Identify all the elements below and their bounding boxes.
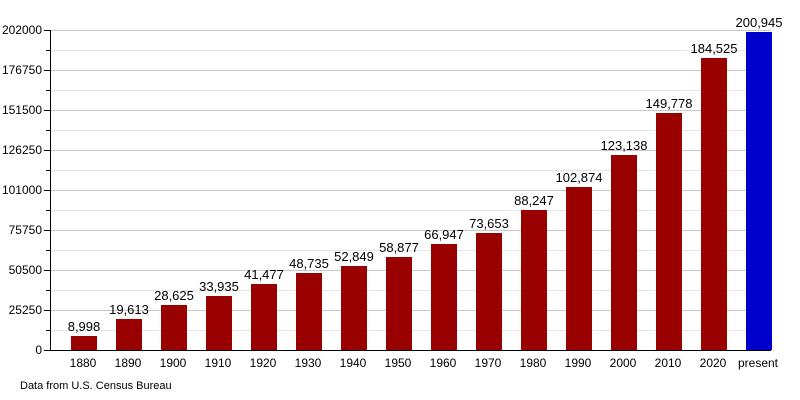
bar-value-label: 52,849	[334, 249, 374, 265]
y-tick-label: 0	[35, 343, 42, 357]
x-tick-label: 1930	[294, 356, 322, 370]
x-tick-label: 1970	[474, 356, 502, 370]
x-tick-label: 2010	[654, 356, 682, 370]
y-minor-tick	[46, 130, 50, 131]
y-major-tick	[44, 310, 50, 311]
y-major-tick	[44, 350, 50, 351]
bar-1940	[341, 266, 367, 350]
y-minor-tick	[46, 250, 50, 251]
y-tick-label: 202000	[1, 23, 42, 37]
major-gridline	[51, 110, 771, 111]
y-major-tick	[44, 110, 50, 111]
y-minor-tick	[46, 50, 50, 51]
bar-value-label: 41,477	[244, 267, 284, 283]
y-tick-label: 25250	[8, 303, 42, 317]
bar-2010	[656, 112, 682, 350]
x-tick-label: 1980	[519, 356, 547, 370]
bar-value-label: 8,998	[67, 318, 101, 334]
bar-1880	[71, 335, 97, 350]
bar-value-label: 48,735	[289, 255, 329, 271]
y-minor-tick	[46, 90, 50, 91]
minor-gridline	[51, 210, 771, 211]
minor-gridline	[51, 90, 771, 91]
minor-gridline	[51, 170, 771, 171]
bar-1930	[296, 272, 322, 350]
bar-1910	[206, 296, 232, 350]
bar-present	[746, 31, 772, 350]
bar-value-label: 184,525	[690, 40, 738, 56]
bar-value-label: 149,778	[645, 95, 693, 111]
x-tick-label: 2020	[699, 356, 727, 370]
bar-value-label: 88,247	[514, 193, 554, 209]
source-note: Data from U.S. Census Bureau	[20, 380, 172, 392]
plot-area: 8,998 19,613 28,625 33,935 41,477 48,735 52,84…	[50, 15, 783, 351]
y-major-tick	[44, 190, 50, 191]
bar-value-label: 73,653	[469, 216, 509, 232]
bar-1900	[161, 304, 187, 350]
bar-1990	[566, 187, 592, 350]
minor-gridline	[51, 250, 771, 251]
y-tick-label: 75750	[8, 223, 42, 237]
bar-value-label: 28,625	[154, 287, 194, 303]
x-tick-label: 2000	[609, 356, 637, 370]
bar-value-label: 200,945	[735, 14, 783, 30]
y-tick-label: 126250	[1, 143, 42, 157]
y-tick-label: 50500	[8, 263, 42, 277]
x-tick-label: 1880	[69, 356, 97, 370]
bar-1890	[116, 318, 142, 350]
y-major-tick	[44, 30, 50, 31]
major-gridline	[51, 230, 771, 231]
major-gridline	[51, 190, 771, 191]
bar-1920	[251, 284, 277, 350]
y-tick-label: 151500	[1, 103, 42, 117]
y-minor-tick	[46, 210, 50, 211]
y-minor-tick	[46, 290, 50, 291]
major-gridline	[51, 70, 771, 71]
y-major-tick	[44, 150, 50, 151]
bar-1960	[431, 243, 457, 350]
x-tick-label: 1910	[204, 356, 232, 370]
x-tick-label: 1890	[114, 356, 142, 370]
major-gridline	[51, 30, 771, 31]
minor-gridline	[51, 50, 771, 51]
bar-value-label: 58,877	[379, 239, 419, 255]
bar-2000	[611, 154, 637, 350]
x-tick-label: 1920	[249, 356, 277, 370]
bar-value-label: 66,947	[424, 226, 464, 242]
y-tick-label: 176750	[1, 63, 42, 77]
x-tick-label: present	[737, 356, 779, 370]
bar-value-label: 123,138	[600, 137, 648, 153]
x-tick-label: 1990	[564, 356, 592, 370]
x-tick-label: 1900	[159, 356, 187, 370]
bar-1950	[386, 256, 412, 350]
x-tick-label: 1940	[339, 356, 367, 370]
bar-1970	[476, 233, 502, 350]
x-tick-label: 1950	[384, 356, 412, 370]
bar-value-label: 19,613	[109, 301, 149, 317]
x-tick-label: 1960	[429, 356, 457, 370]
bar-value-label: 33,935	[199, 279, 239, 295]
bar-1980	[521, 210, 547, 350]
y-minor-tick	[46, 170, 50, 171]
y-major-tick	[44, 70, 50, 71]
y-major-tick	[44, 230, 50, 231]
minor-gridline	[51, 130, 771, 131]
bar-value-label: 102,874	[555, 170, 603, 185]
y-tick-label: 101000	[1, 183, 42, 197]
bar-2020	[701, 57, 727, 350]
major-gridline	[51, 150, 771, 151]
y-minor-tick	[46, 330, 50, 331]
y-major-tick	[44, 270, 50, 271]
